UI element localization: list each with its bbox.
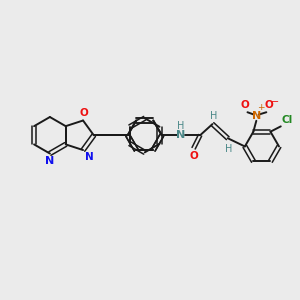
Text: O: O xyxy=(240,100,249,110)
Text: H: H xyxy=(225,143,232,154)
Text: H: H xyxy=(210,111,217,121)
Text: H: H xyxy=(177,122,184,131)
Text: O: O xyxy=(265,100,274,110)
Text: −: − xyxy=(271,97,279,107)
Text: O: O xyxy=(79,108,88,118)
Text: N: N xyxy=(45,156,55,166)
Text: N: N xyxy=(252,111,261,122)
Text: N: N xyxy=(85,152,94,161)
Text: O: O xyxy=(189,151,198,160)
Text: Cl: Cl xyxy=(282,116,293,125)
Text: N: N xyxy=(176,130,185,140)
Text: +: + xyxy=(257,103,265,112)
